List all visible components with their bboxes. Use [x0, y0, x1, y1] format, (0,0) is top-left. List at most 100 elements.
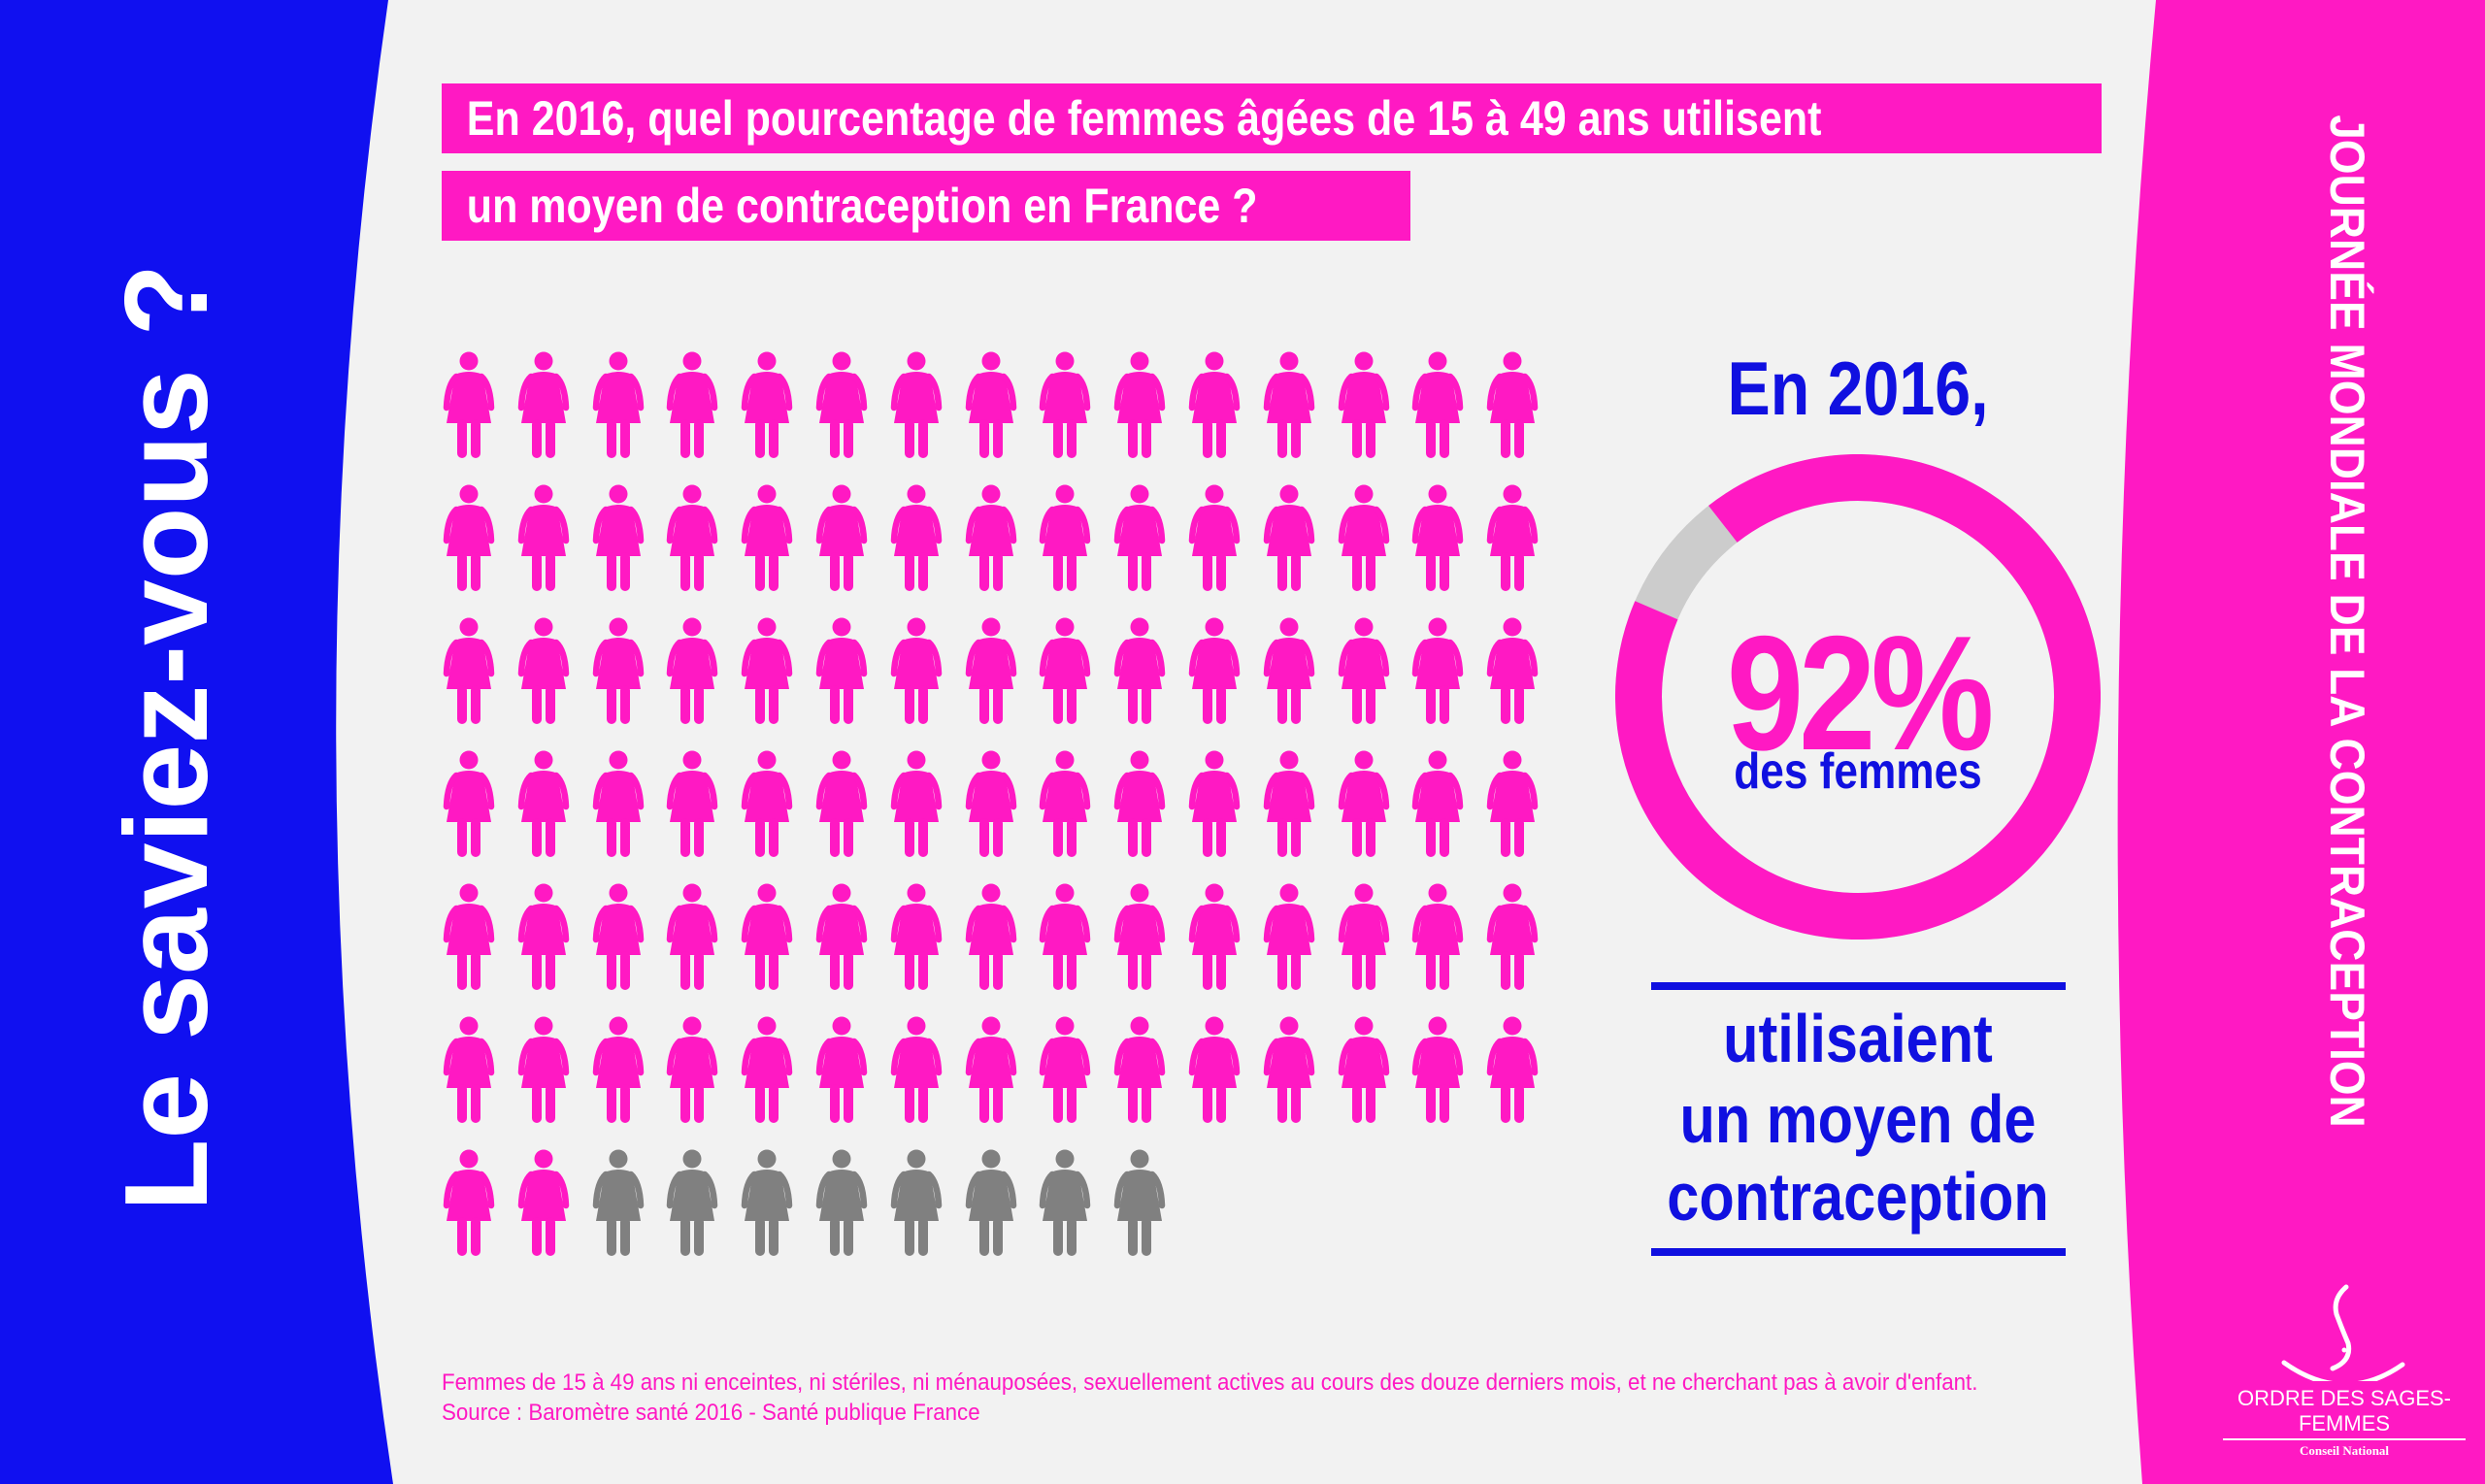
source-note: Source : Baromètre santé 2016 - Santé pu…	[442, 1400, 1020, 1427]
woman-icon-contraception	[516, 484, 571, 592]
woman-icon-contraception	[740, 883, 794, 991]
stat-line-3: contraception	[1634, 1158, 2083, 1236]
midwife-logo-icon	[2281, 1284, 2405, 1387]
stat-line-3-text: contraception	[1667, 1159, 2049, 1235]
woman-icon-contraception	[516, 883, 571, 991]
logo-name: ORDRE DES SAGES-FEMMES	[2223, 1386, 2466, 1440]
year-label: En 2016,	[1705, 345, 2012, 433]
woman-icon-no-contraception	[889, 1149, 944, 1257]
question-text-1: En 2016, quel pourcentage de femmes âgée…	[466, 91, 1822, 146]
woman-icon-contraception	[1038, 750, 1092, 858]
woman-icon-contraception	[1485, 617, 1540, 725]
woman-icon-contraception	[442, 351, 496, 459]
percentage-text: 92%	[1726, 602, 1995, 784]
woman-icon-contraception	[889, 484, 944, 592]
woman-icon-contraception	[1187, 750, 1242, 858]
woman-icon-contraception	[591, 1016, 646, 1124]
woman-icon-contraception	[1112, 484, 1167, 592]
side-title: Le saviez-vous ?	[100, 263, 232, 1212]
woman-icon-contraception	[1410, 750, 1465, 858]
stat-line-1-text: utilisaient	[1723, 1001, 1993, 1076]
question-text-2: un moyen de contraception en France ?	[466, 179, 1258, 233]
woman-icon-contraception	[1038, 351, 1092, 459]
woman-icon-contraception	[889, 750, 944, 858]
woman-icon-contraception	[1410, 617, 1465, 725]
subject-text: des femmes	[1734, 743, 1982, 800]
woman-icon-contraception	[1485, 1016, 1540, 1124]
footnote: Femmes de 15 à 49 ans ni enceintes, ni s…	[442, 1369, 2094, 1397]
woman-icon-contraception	[814, 750, 869, 858]
woman-icon-contraception	[591, 750, 646, 858]
woman-icon-contraception	[1112, 750, 1167, 858]
woman-icon-contraception	[1485, 750, 1540, 858]
woman-icon-contraception	[740, 484, 794, 592]
side-banner-text: JOURNÉE MONDIALE DE LA CONTRACEPTION	[2320, 115, 2374, 1128]
woman-icon-contraception	[740, 1016, 794, 1124]
woman-icon-contraception	[1262, 750, 1316, 858]
woman-icon-contraception	[1337, 617, 1391, 725]
woman-icon-contraception	[665, 1016, 719, 1124]
woman-icon-contraception	[442, 1016, 496, 1124]
woman-icon-contraception	[1410, 883, 1465, 991]
divider-top	[1651, 982, 2066, 990]
question-line-1: En 2016, quel pourcentage de femmes âgée…	[442, 83, 2102, 153]
woman-icon-contraception	[516, 750, 571, 858]
woman-icon-contraception	[1262, 351, 1316, 459]
woman-icon-contraception	[1112, 617, 1167, 725]
woman-icon-contraception	[1410, 484, 1465, 592]
woman-icon-contraception	[1187, 351, 1242, 459]
woman-icon-contraception	[516, 617, 571, 725]
woman-icon-contraception	[964, 883, 1018, 991]
woman-icon-contraception	[665, 750, 719, 858]
woman-icon-contraception	[964, 351, 1018, 459]
woman-icon-no-contraception	[1112, 1149, 1167, 1257]
woman-icon-contraception	[1262, 617, 1316, 725]
woman-icon-contraception	[1410, 351, 1465, 459]
woman-icon-no-contraception	[1038, 1149, 1092, 1257]
woman-icon-contraception	[889, 883, 944, 991]
woman-icon-contraception	[1112, 883, 1167, 991]
woman-icon-contraception	[889, 617, 944, 725]
divider-bottom	[1651, 1248, 2066, 1256]
woman-icon-contraception	[1337, 1016, 1391, 1124]
woman-icon-contraception	[964, 1016, 1018, 1124]
woman-icon-contraception	[1112, 1016, 1167, 1124]
woman-icon-contraception	[442, 617, 496, 725]
woman-icon-contraception	[964, 617, 1018, 725]
stat-line-2-text: un moyen de	[1679, 1081, 2037, 1157]
woman-icon-no-contraception	[964, 1149, 1018, 1257]
woman-icon-contraception	[1337, 484, 1391, 592]
woman-icon-contraception	[814, 1016, 869, 1124]
woman-icon-contraception	[1485, 484, 1540, 592]
woman-icon-contraception	[1112, 351, 1167, 459]
woman-icon-no-contraception	[591, 1149, 646, 1257]
woman-icon-contraception	[1038, 883, 1092, 991]
woman-icon-contraception	[1262, 484, 1316, 592]
woman-icon-contraception	[442, 750, 496, 858]
year-label-text: En 2016,	[1727, 346, 1989, 431]
woman-icon-contraception	[740, 750, 794, 858]
stat-line-1: utilisaient	[1700, 1000, 2017, 1077]
woman-icon-contraception	[1337, 351, 1391, 459]
stat-line-2: un moyen de	[1648, 1080, 2068, 1158]
woman-icon-contraception	[442, 883, 496, 991]
woman-icon-contraception	[1187, 883, 1242, 991]
woman-icon-contraception	[665, 883, 719, 991]
woman-icon-contraception	[516, 1016, 571, 1124]
woman-icon-contraception	[964, 750, 1018, 858]
woman-icon-contraception	[1262, 883, 1316, 991]
woman-icon-contraception	[665, 617, 719, 725]
organization-logo: ORDRE DES SAGES-FEMMES Conseil National	[2223, 1279, 2466, 1459]
woman-icon-contraception	[889, 1016, 944, 1124]
subject-label: des femmes	[1712, 742, 2005, 801]
logo-subtitle: Conseil National	[2299, 1443, 2390, 1458]
woman-icon-contraception	[516, 351, 571, 459]
woman-icon-no-contraception	[665, 1149, 719, 1257]
percentage-donut	[1615, 454, 2101, 940]
woman-icon-no-contraception	[814, 1149, 869, 1257]
woman-icon-contraception	[1187, 484, 1242, 592]
woman-icon-contraception	[665, 484, 719, 592]
woman-icon-contraception	[1038, 617, 1092, 725]
woman-icon-contraception	[740, 617, 794, 725]
woman-icon-contraception	[740, 351, 794, 459]
